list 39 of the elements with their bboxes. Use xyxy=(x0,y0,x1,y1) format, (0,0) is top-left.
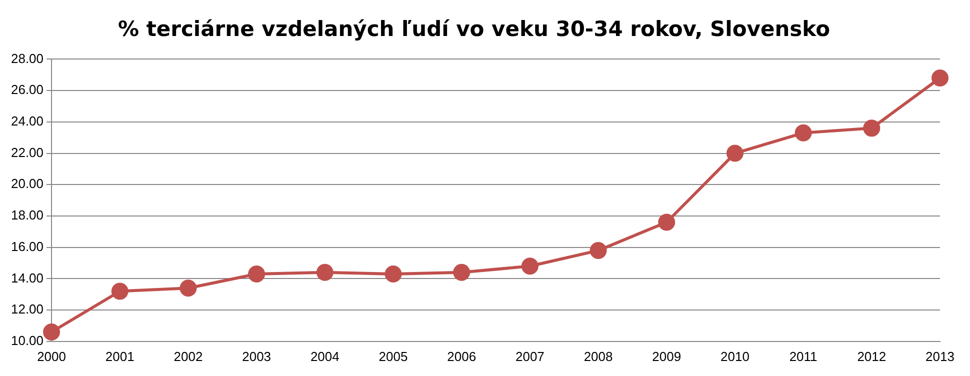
point xyxy=(453,264,470,281)
x-tick-label: 2001 xyxy=(105,348,134,364)
x-tick-label: 2013 xyxy=(926,348,954,364)
point xyxy=(794,124,812,142)
y-tick-label: 24.00 xyxy=(10,113,44,128)
point xyxy=(932,70,948,87)
point xyxy=(384,265,402,282)
x-tick-label: 2012 xyxy=(857,348,886,364)
point xyxy=(180,280,197,297)
y-tick-label: 22.00 xyxy=(10,144,44,160)
x-tick-label: 2010 xyxy=(720,348,750,364)
point xyxy=(111,282,128,300)
x-tick-label: 2006 xyxy=(447,348,476,364)
y-tick-label: 12.00 xyxy=(10,302,44,317)
x-tick-label: 2007 xyxy=(515,348,544,364)
point xyxy=(521,258,538,275)
chart-title: % terciárne vzdelaných ľudí vo veku 30-34 rokov, Slovensko xyxy=(118,17,830,42)
x-tick-label: 2003 xyxy=(242,348,272,364)
y-tick-label: 18.00 xyxy=(10,208,44,223)
point xyxy=(43,323,60,340)
x-tick-label: 2004 xyxy=(310,348,340,364)
y-tick-label: 20.00 xyxy=(10,176,44,192)
y-tick-label: 26.00 xyxy=(10,82,44,98)
x-tick-label: 2002 xyxy=(174,348,203,364)
point xyxy=(248,265,266,282)
y-tick-label: 14.00 xyxy=(10,270,44,286)
y-tick-label: 16.00 xyxy=(10,238,44,254)
x-tick-label: 2011 xyxy=(789,348,818,364)
point xyxy=(863,120,880,137)
point xyxy=(590,242,607,259)
y-tick-label: 10.00 xyxy=(10,332,44,348)
x-tick-label: 2005 xyxy=(378,348,408,364)
x-tick-label: 2008 xyxy=(584,348,613,364)
point xyxy=(316,264,334,281)
point xyxy=(726,144,744,162)
point xyxy=(658,214,676,231)
x-tick-label: 2009 xyxy=(652,348,682,364)
x-tick-label: 2000 xyxy=(37,348,66,364)
y-tick-label: 28.00 xyxy=(10,50,44,66)
